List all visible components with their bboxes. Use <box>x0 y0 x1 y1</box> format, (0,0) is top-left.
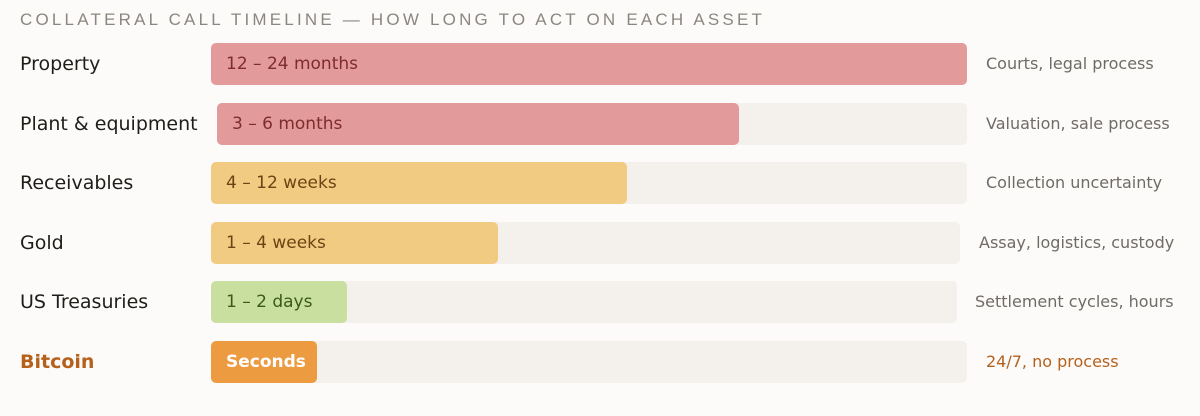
note-us-treasuries: Settlement cycles, hours <box>975 292 1174 311</box>
category-label-gold: Gold <box>20 231 64 254</box>
bar-property <box>211 43 967 85</box>
note-property: Courts, legal process <box>986 54 1154 73</box>
bar-label-plant-equipment: 3 – 6 months <box>232 113 343 134</box>
bar-bitcoin <box>211 340 317 383</box>
bar-label-bitcoin: Seconds <box>226 351 306 372</box>
chart-title: COLLATERAL CALL TIMELINE — HOW LONG TO A… <box>20 10 766 29</box>
note-gold: Assay, logistics, custody <box>979 232 1175 252</box>
category-label-us-treasuries: US Treasuries <box>20 291 149 313</box>
category-label-property: Property <box>20 53 101 75</box>
bar-label-property: 12 – 24 months <box>226 54 359 74</box>
bar-receivables <box>211 162 627 204</box>
bar-us-treasuries <box>211 281 347 323</box>
category-label-bitcoin: Bitcoin <box>20 350 95 373</box>
bar-track-bitcoin <box>211 340 967 383</box>
bar-label-us-treasuries: 1 – 2 days <box>226 292 313 312</box>
category-label-receivables: Receivables <box>20 172 134 194</box>
bar-gold <box>211 221 498 264</box>
category-label-plant-equipment: Plant & equipment <box>20 112 198 135</box>
note-bitcoin: 24/7, no process <box>986 351 1119 371</box>
bar-plant-equipment <box>217 102 739 145</box>
note-plant-equipment: Valuation, sale process <box>986 113 1170 133</box>
note-receivables: Collection uncertainty <box>986 173 1163 192</box>
bar-label-gold: 1 – 4 weeks <box>226 232 326 253</box>
bar-label-receivables: 4 – 12 weeks <box>226 173 337 193</box>
